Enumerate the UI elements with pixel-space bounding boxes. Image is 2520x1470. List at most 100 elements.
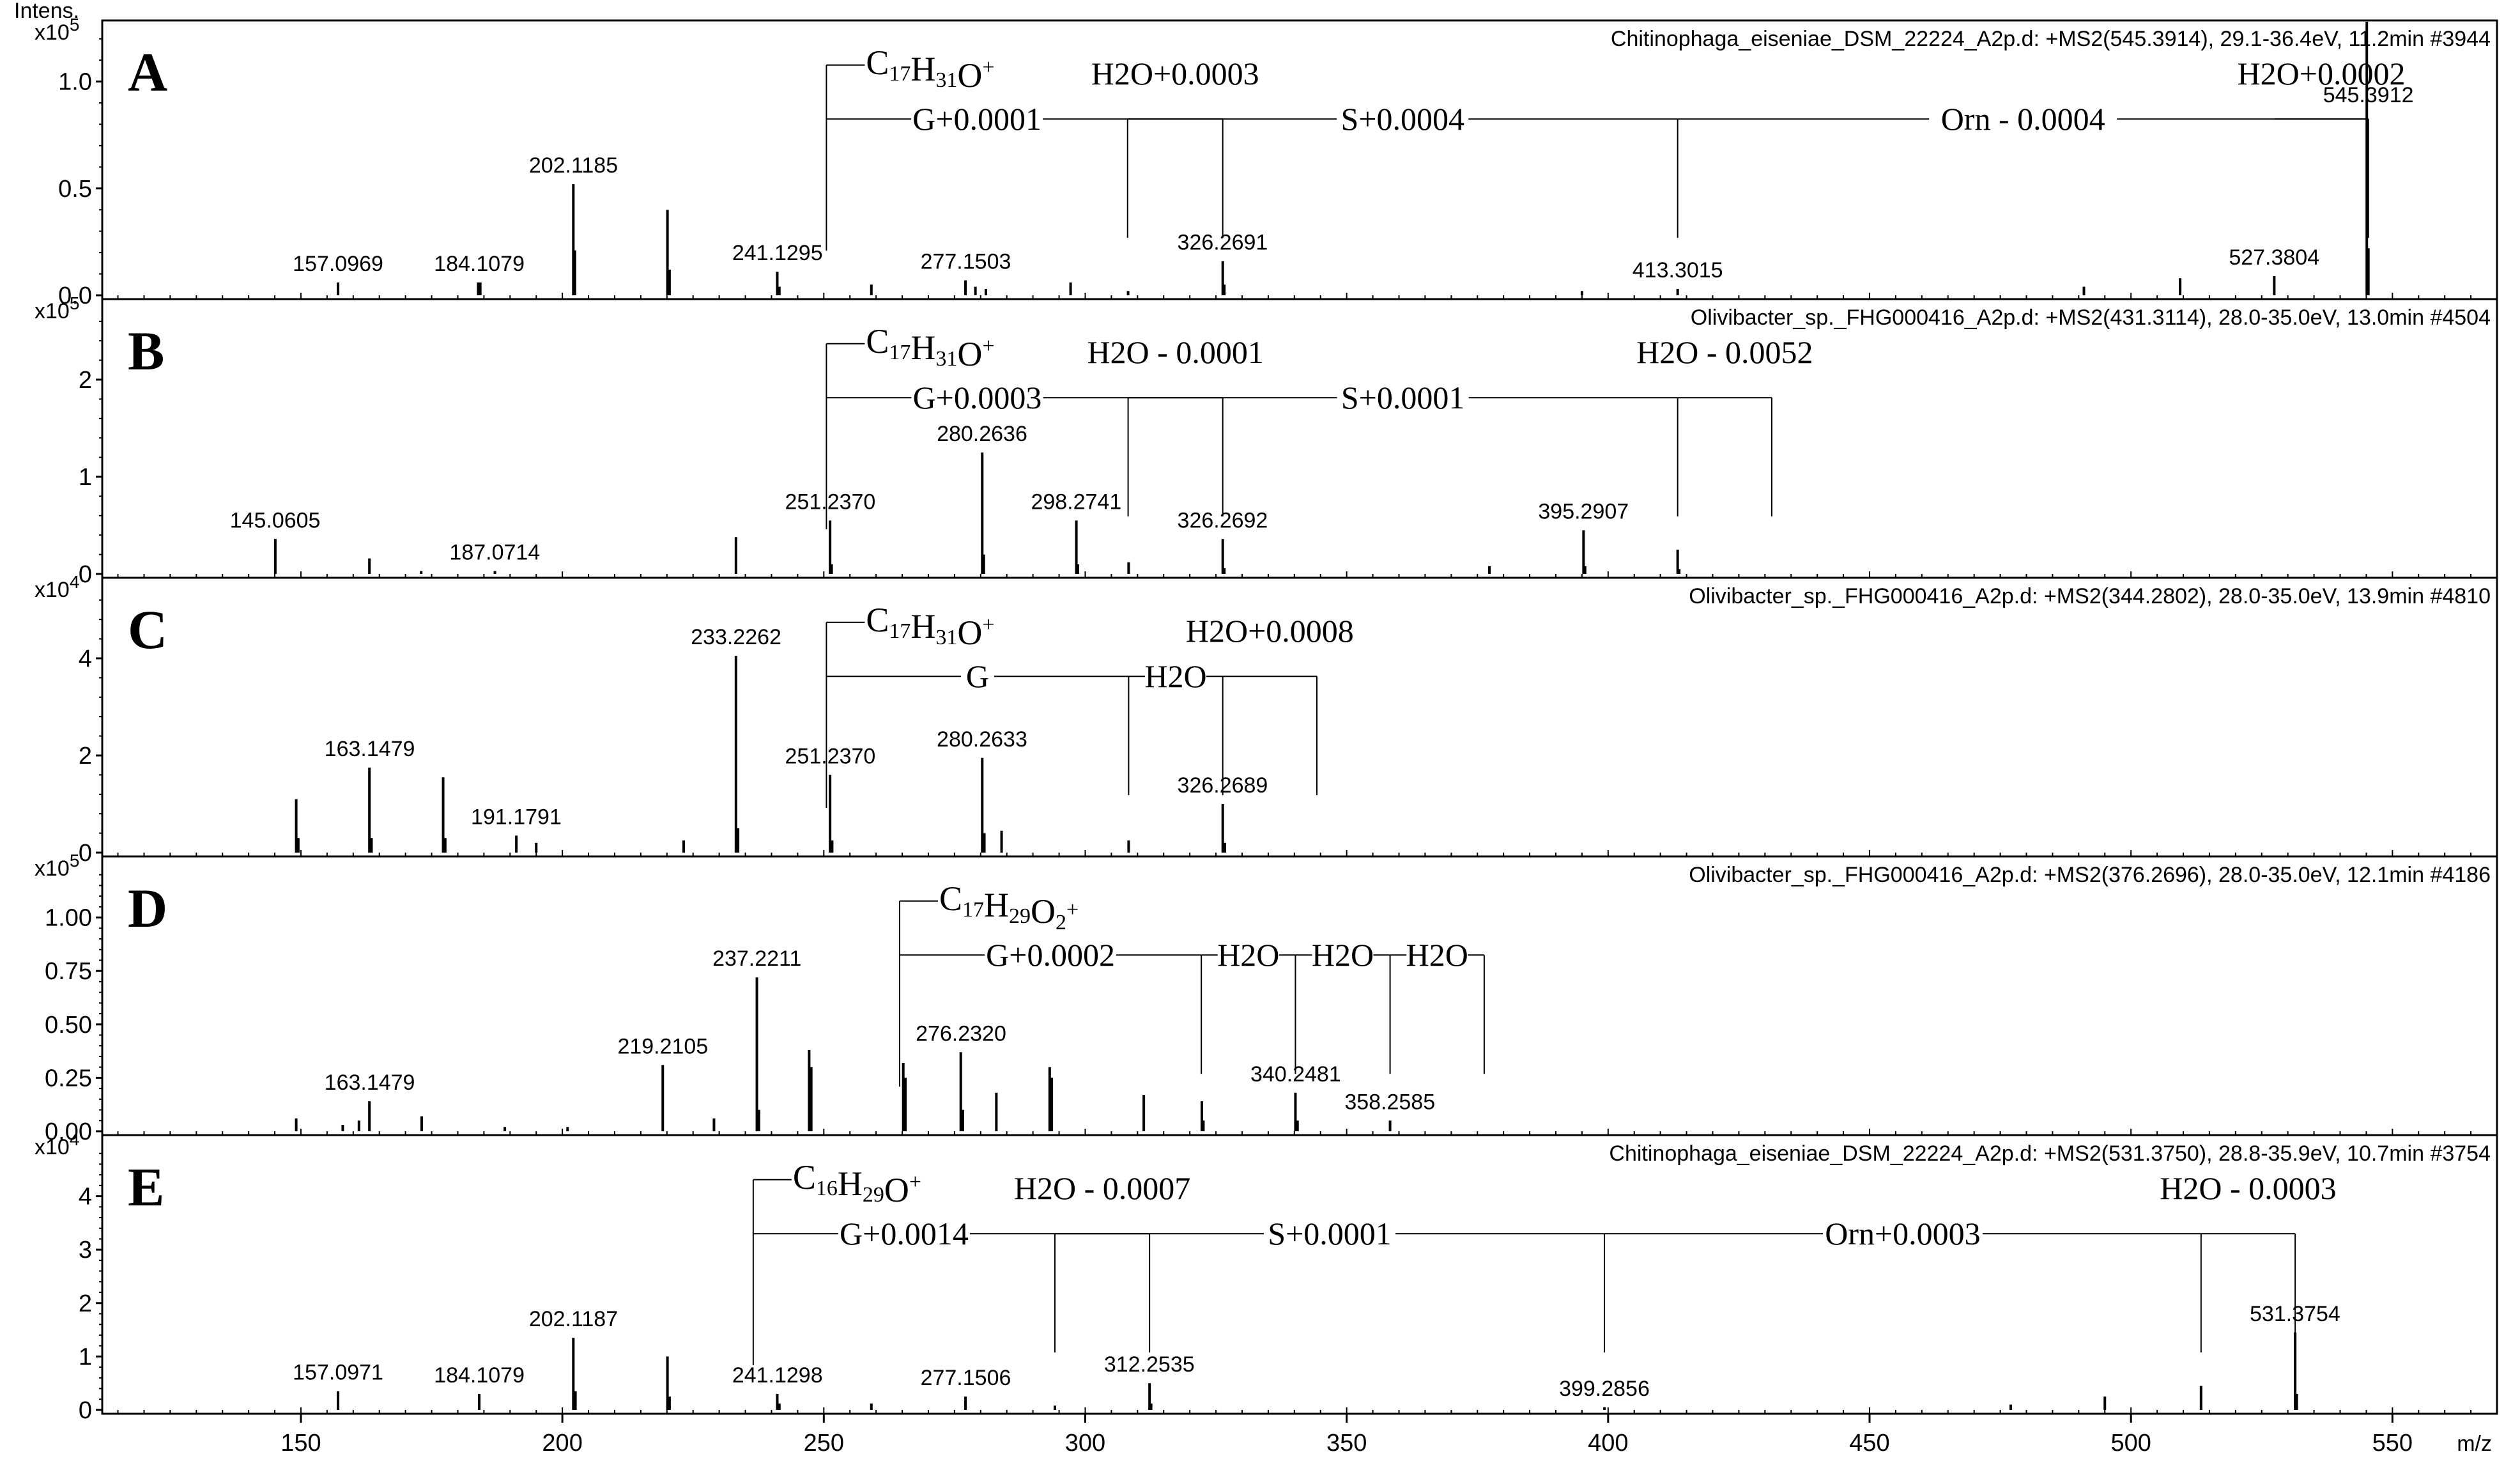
y-exponent-base: x10 (35, 20, 70, 45)
peak-label: 219.2105 (617, 1034, 708, 1058)
formula-h: 31 (935, 626, 957, 649)
spectrum-panel-d: 0.00 0.25 0.50 0.75 1.00 x105 D Olivibacter_sp.… (35, 851, 2498, 1145)
formula-c: 16 (816, 1177, 838, 1200)
panel-letter-a: A (128, 42, 167, 103)
y-tick-label: 0.75 (45, 958, 92, 985)
peak-label: 545.3912 (2323, 83, 2414, 107)
peak-label: 298.2741 (1031, 490, 1121, 514)
formula-element: H (910, 50, 935, 88)
y-exponent-power: 4 (70, 572, 80, 592)
peak-label: 413.3015 (1633, 258, 1723, 282)
precursor-formula: C17H31O+ (866, 601, 994, 652)
x-tick-label: 350 (1326, 1430, 1367, 1457)
peak-label: 395.2907 (1538, 500, 1629, 524)
x-tick-label: 400 (1588, 1430, 1628, 1457)
ladder-label: G+0.0014 (840, 1216, 969, 1251)
y-tick-label: 1.0 (58, 69, 92, 96)
y-tick-label: 2 (79, 367, 92, 394)
panel-letter-c: C (128, 599, 167, 660)
ladder-label: H2O (1144, 658, 1206, 694)
ladder-label: G+0.0002 (986, 937, 1115, 973)
x-tick-label: 450 (1849, 1430, 1889, 1457)
ladder-label: Orn+0.0003 (1825, 1216, 1980, 1251)
x-tick-label: 500 (2110, 1430, 2151, 1457)
y-exponent-power: 5 (70, 293, 80, 313)
h2o-label: H2O+0.0003 (1091, 56, 1259, 91)
spectra-panels: 0.00.51.0x105Intens.AChitinophaga_eiseni… (14, 0, 2498, 1424)
h2o-label: H2O - 0.0001 (1087, 334, 1263, 370)
h2o-label: H2O+0.0008 (1186, 613, 1354, 649)
peak-label: 277.1503 (921, 250, 1011, 274)
x-tick-label: 250 (804, 1430, 844, 1457)
spectrum-panel-e: 01234x104EChitinophaga_eiseniae_DSM_2222… (35, 1129, 2498, 1424)
formula-h: 31 (935, 347, 957, 371)
ladder-label: H2O (1217, 937, 1279, 973)
formula-element: O (957, 56, 982, 95)
x-tick-label: 200 (542, 1430, 582, 1457)
x-axis: 150 200 250 300 350 400 450 500 550 m/z (280, 1414, 2492, 1457)
x-tick-label: 550 (2372, 1430, 2413, 1457)
formula-element: O (957, 614, 982, 652)
panel-letter-e: E (128, 1156, 164, 1218)
formula-element: O (957, 335, 982, 373)
precursor-formula: C17H29O2+ (939, 879, 1079, 934)
formula-element: O (1031, 892, 1056, 931)
y-exponent-base: x10 (35, 1135, 70, 1159)
peak-label: 191.1791 (471, 805, 562, 829)
ladder-label: H2O (1312, 937, 1374, 973)
peak-label: 202.1187 (529, 1307, 618, 1331)
formula-element: C (793, 1158, 816, 1196)
peak-label: 280.2633 (937, 727, 1027, 752)
y-tick-label: 0 (79, 1397, 92, 1424)
ladder-label: Orn - 0.0004 (1941, 101, 2105, 137)
peak-label: 358.2585 (1344, 1090, 1435, 1114)
y-tick-label: 2 (79, 743, 92, 770)
formula-h: 29 (863, 1183, 884, 1207)
formula-element: C (866, 322, 889, 360)
peak-label: 276.2320 (916, 1021, 1006, 1046)
y-exponent-power: 5 (70, 15, 80, 35)
y-tick-label: 3 (79, 1237, 92, 1264)
y-tick-label: 0.0 (58, 282, 92, 309)
ladder-label: S+0.0001 (1341, 380, 1465, 415)
y-tick-label: 0 (79, 561, 92, 588)
peak-label: 233.2262 (691, 625, 781, 649)
formula-element: C (866, 601, 889, 639)
peak-label: 187.0714 (449, 540, 540, 564)
y-tick-label: 4 (79, 1184, 92, 1211)
precursor-formula: C16H29O+ (793, 1158, 921, 1209)
peak-label: 251.2370 (785, 490, 876, 514)
formula-element: H (984, 886, 1009, 924)
y-exponent-power: 4 (70, 1129, 80, 1149)
formula-element: O (884, 1171, 909, 1209)
peak-label: 399.2856 (1559, 1377, 1650, 1401)
h2o-label: H2O - 0.0007 (1014, 1170, 1190, 1206)
peak-label: 157.0969 (293, 252, 383, 276)
peak-label: 145.0605 (230, 508, 321, 532)
y-tick-label: 0.5 (58, 176, 92, 203)
y-exponent-base: x10 (35, 578, 70, 602)
spectrum-panel-c: 024x104COlivibacter_sp._FHG000416_A2p.d:… (35, 572, 2498, 867)
formula-element: H (910, 329, 935, 367)
formula-element: C (866, 43, 889, 82)
panel-frame (101, 1134, 2498, 1415)
spectrum-title: Olivibacter_sp._FHG000416_A2p.d: +MS2(43… (1691, 306, 2491, 330)
peak-label: 241.1295 (732, 241, 823, 265)
spectrum-panel-b: 0 1 2 x105 B Olivibacter_sp._FHG000416_A2p.d:… (35, 293, 2498, 588)
formula-c: 17 (889, 341, 910, 364)
formula-charge: + (909, 1170, 921, 1194)
y-exponent-base: x10 (35, 299, 70, 323)
formula-element: H (910, 607, 935, 646)
peak-label: 157.0971 (293, 1361, 383, 1385)
peak-label: 312.2535 (1104, 1352, 1195, 1377)
formula-charge: + (982, 613, 994, 637)
spectrum-title: Olivibacter_sp._FHG000416_A2p.d: +MS2(34… (1689, 584, 2491, 608)
y-tick-label: 1.00 (45, 905, 92, 932)
formula-o: 2 (1056, 911, 1066, 934)
y-exponent-base: x10 (35, 856, 70, 881)
h2o-label: H2O+0.0002 (2238, 56, 2406, 91)
formula-charge: + (982, 56, 994, 79)
y-exponent-power: 5 (70, 851, 80, 870)
